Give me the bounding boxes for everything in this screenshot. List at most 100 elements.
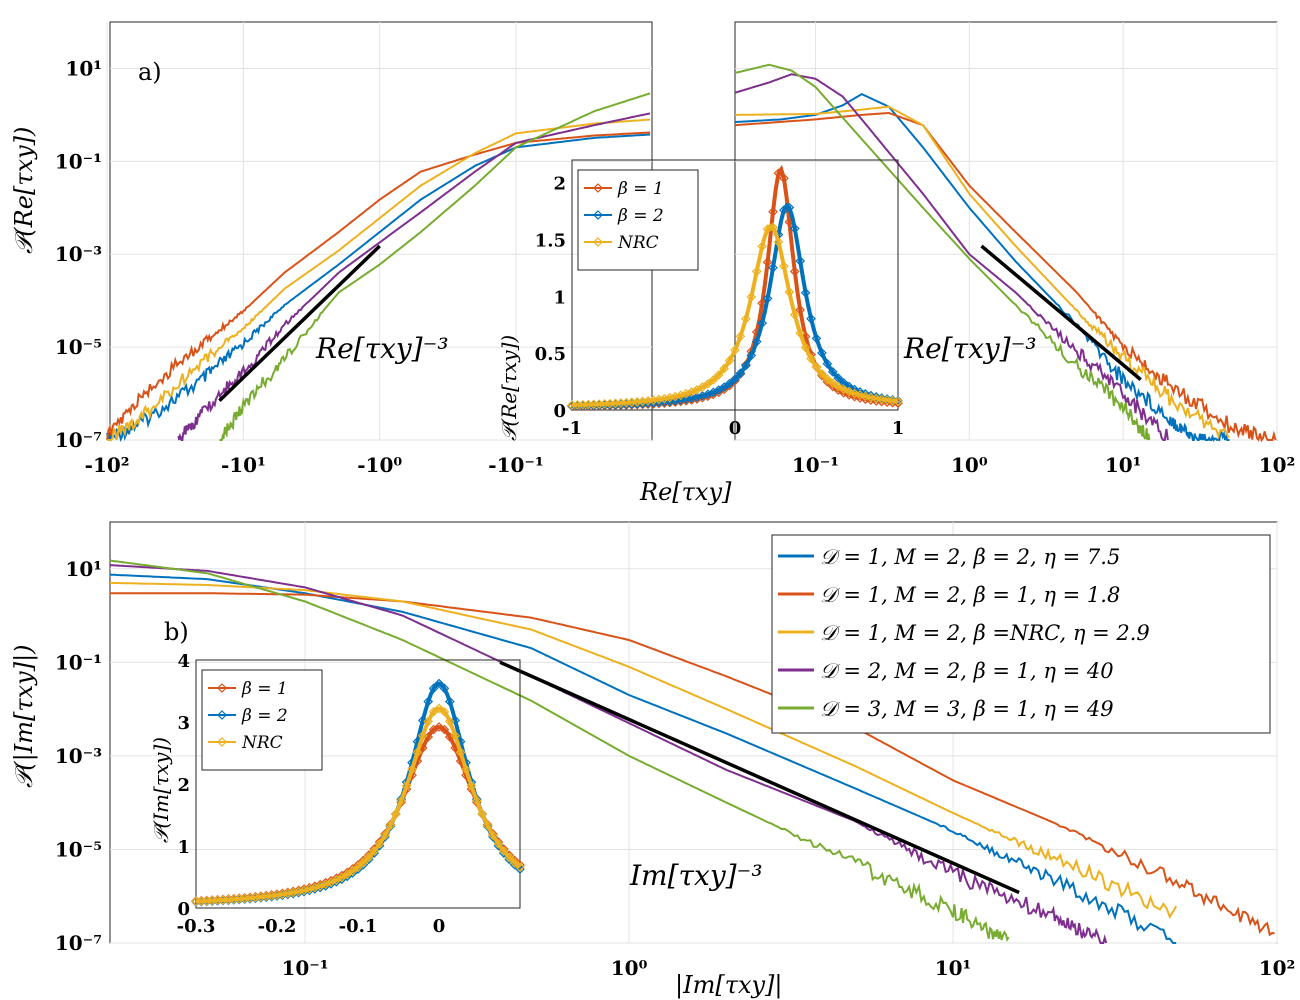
inset-series-line [571,223,899,407]
inset-marker [746,350,757,361]
inset-legend-marker [593,237,603,247]
inset-marker [380,830,390,841]
b-xlabel: |Im[τxy]| [675,971,783,1000]
series-line [177,112,651,441]
inset-y-tick-label: 0.5 [535,344,566,365]
x-tick-label: 10⁰ [611,956,648,980]
x-tick-label: -10² [85,453,130,477]
inset-x-tick-label: 1 [892,418,905,439]
axes-box [734,21,1278,441]
y-tick-label: 10¹ [65,557,102,581]
inset-marker [724,378,735,389]
a-xlabel: Re[τxy] [639,478,732,506]
inset-y-tick-label: 4 [177,651,190,672]
inset-marker [444,732,455,742]
inset-marker [811,333,822,344]
inset-marker [800,342,811,353]
series-line [110,592,1275,937]
inset-marker [806,313,816,324]
legend-b: 𝒟 = 1, M = 2, β = 2, η = 7.5 𝒟 = 1, M = 2… [771,534,1271,734]
inset-marker [659,393,670,404]
inset-marker [675,390,686,401]
inset-marker [768,222,778,233]
x-tick-label: -10⁰ [357,453,402,477]
inset-marker [670,391,681,402]
inset-marker [817,348,827,358]
panel-b-main: 10¹ 10⁻¹ 10⁻³ 10⁻⁵ 10⁻⁷ 10⁻¹ 10⁰ 10¹ 10² 𝒟 = 1, M… [55,521,1295,980]
inset-marker [423,696,434,707]
inset-marker [746,292,757,302]
x-tick-label: 10¹ [1105,453,1142,477]
inset-marker [428,706,439,717]
inset-marker [844,386,854,397]
legend-entry: 𝒟 = 1, M = 2, β = 1, η = 1.8 [820,583,1120,607]
inset-series-line [195,706,522,904]
inset-marker [439,724,450,735]
inset-marker [702,379,713,389]
inset-legend-box [577,169,699,271]
series-line [110,581,1178,920]
inset-marker [779,173,789,184]
inset-x-tick-label: -0.2 [258,916,297,937]
inset-marker [515,862,525,872]
inset-x-tick-label: -0.3 [177,916,216,937]
annotation-a-left: Re[τxy]⁻³ [315,332,449,365]
inset-y-tick-label: 2 [177,775,190,796]
inset-legend-marker [593,183,603,193]
inset-marker [434,678,444,689]
inset-b-ylabel: 𝒫(Im[τxy]) [149,737,173,843]
inset-marker [795,256,806,266]
inset-legend-marker [217,710,227,720]
inset-marker [751,266,762,277]
inset-marker [741,360,751,371]
x-tick-label: 10¹ [935,956,972,980]
y-tick-label: 10⁻⁷ [55,931,102,955]
series-line [109,559,1010,943]
inset-marker [735,368,746,379]
inset-marker [713,370,724,380]
x-tick-label: 10⁻¹ [792,453,839,477]
inset-marker [466,780,477,791]
slope-line [218,244,381,402]
series-line [106,133,651,443]
inset-legend-entry: β = 2 [617,206,664,226]
inset-marker [757,298,768,309]
y-tick-label: 10¹ [65,56,102,80]
inset-marker [439,706,450,717]
inset-y-tick-label: 0 [177,899,190,920]
inset-legend-box [201,669,323,771]
series-line [735,105,1230,440]
inset-marker [686,393,697,404]
inset-marker [439,683,450,694]
panel-label-b: b) [164,618,189,646]
inset-marker [730,374,740,384]
inset-marker [822,358,833,369]
inset-marker [293,886,304,897]
axes-box [195,659,521,909]
inset-x-tick-label: -1 [562,418,582,439]
inset-marker [353,862,363,872]
inset-marker [838,384,849,395]
y-tick-label: 10⁻³ [55,242,102,266]
inset-marker [493,838,504,849]
inset-marker [417,715,428,726]
series-line [219,92,651,441]
x-tick-label: 10⁻¹ [281,956,328,980]
inset-marker [488,832,498,842]
inset-marker [504,852,515,863]
slope-line [499,660,1020,895]
inset-marker [751,336,762,347]
inset-marker [789,266,800,277]
inset-marker [871,393,882,404]
inset-marker [412,747,423,758]
inset-marker [509,857,520,868]
inset-marker [380,832,390,842]
inset-marker [423,732,434,742]
panel-a-right: 10⁻¹ 10⁰ 10¹ 10² [734,21,1295,477]
inset-marker [434,722,444,732]
legend-entry: 𝒟 = 1, M = 2, β =NRC, η = 2.9 [820,621,1150,645]
legend-entry: 𝒟 = 1, M = 2, β = 2, η = 7.5 [820,545,1120,569]
b-ylabel: 𝒫(|Im[τxy]|) [10,644,39,788]
inset-y-tick-label: 1 [553,287,566,308]
